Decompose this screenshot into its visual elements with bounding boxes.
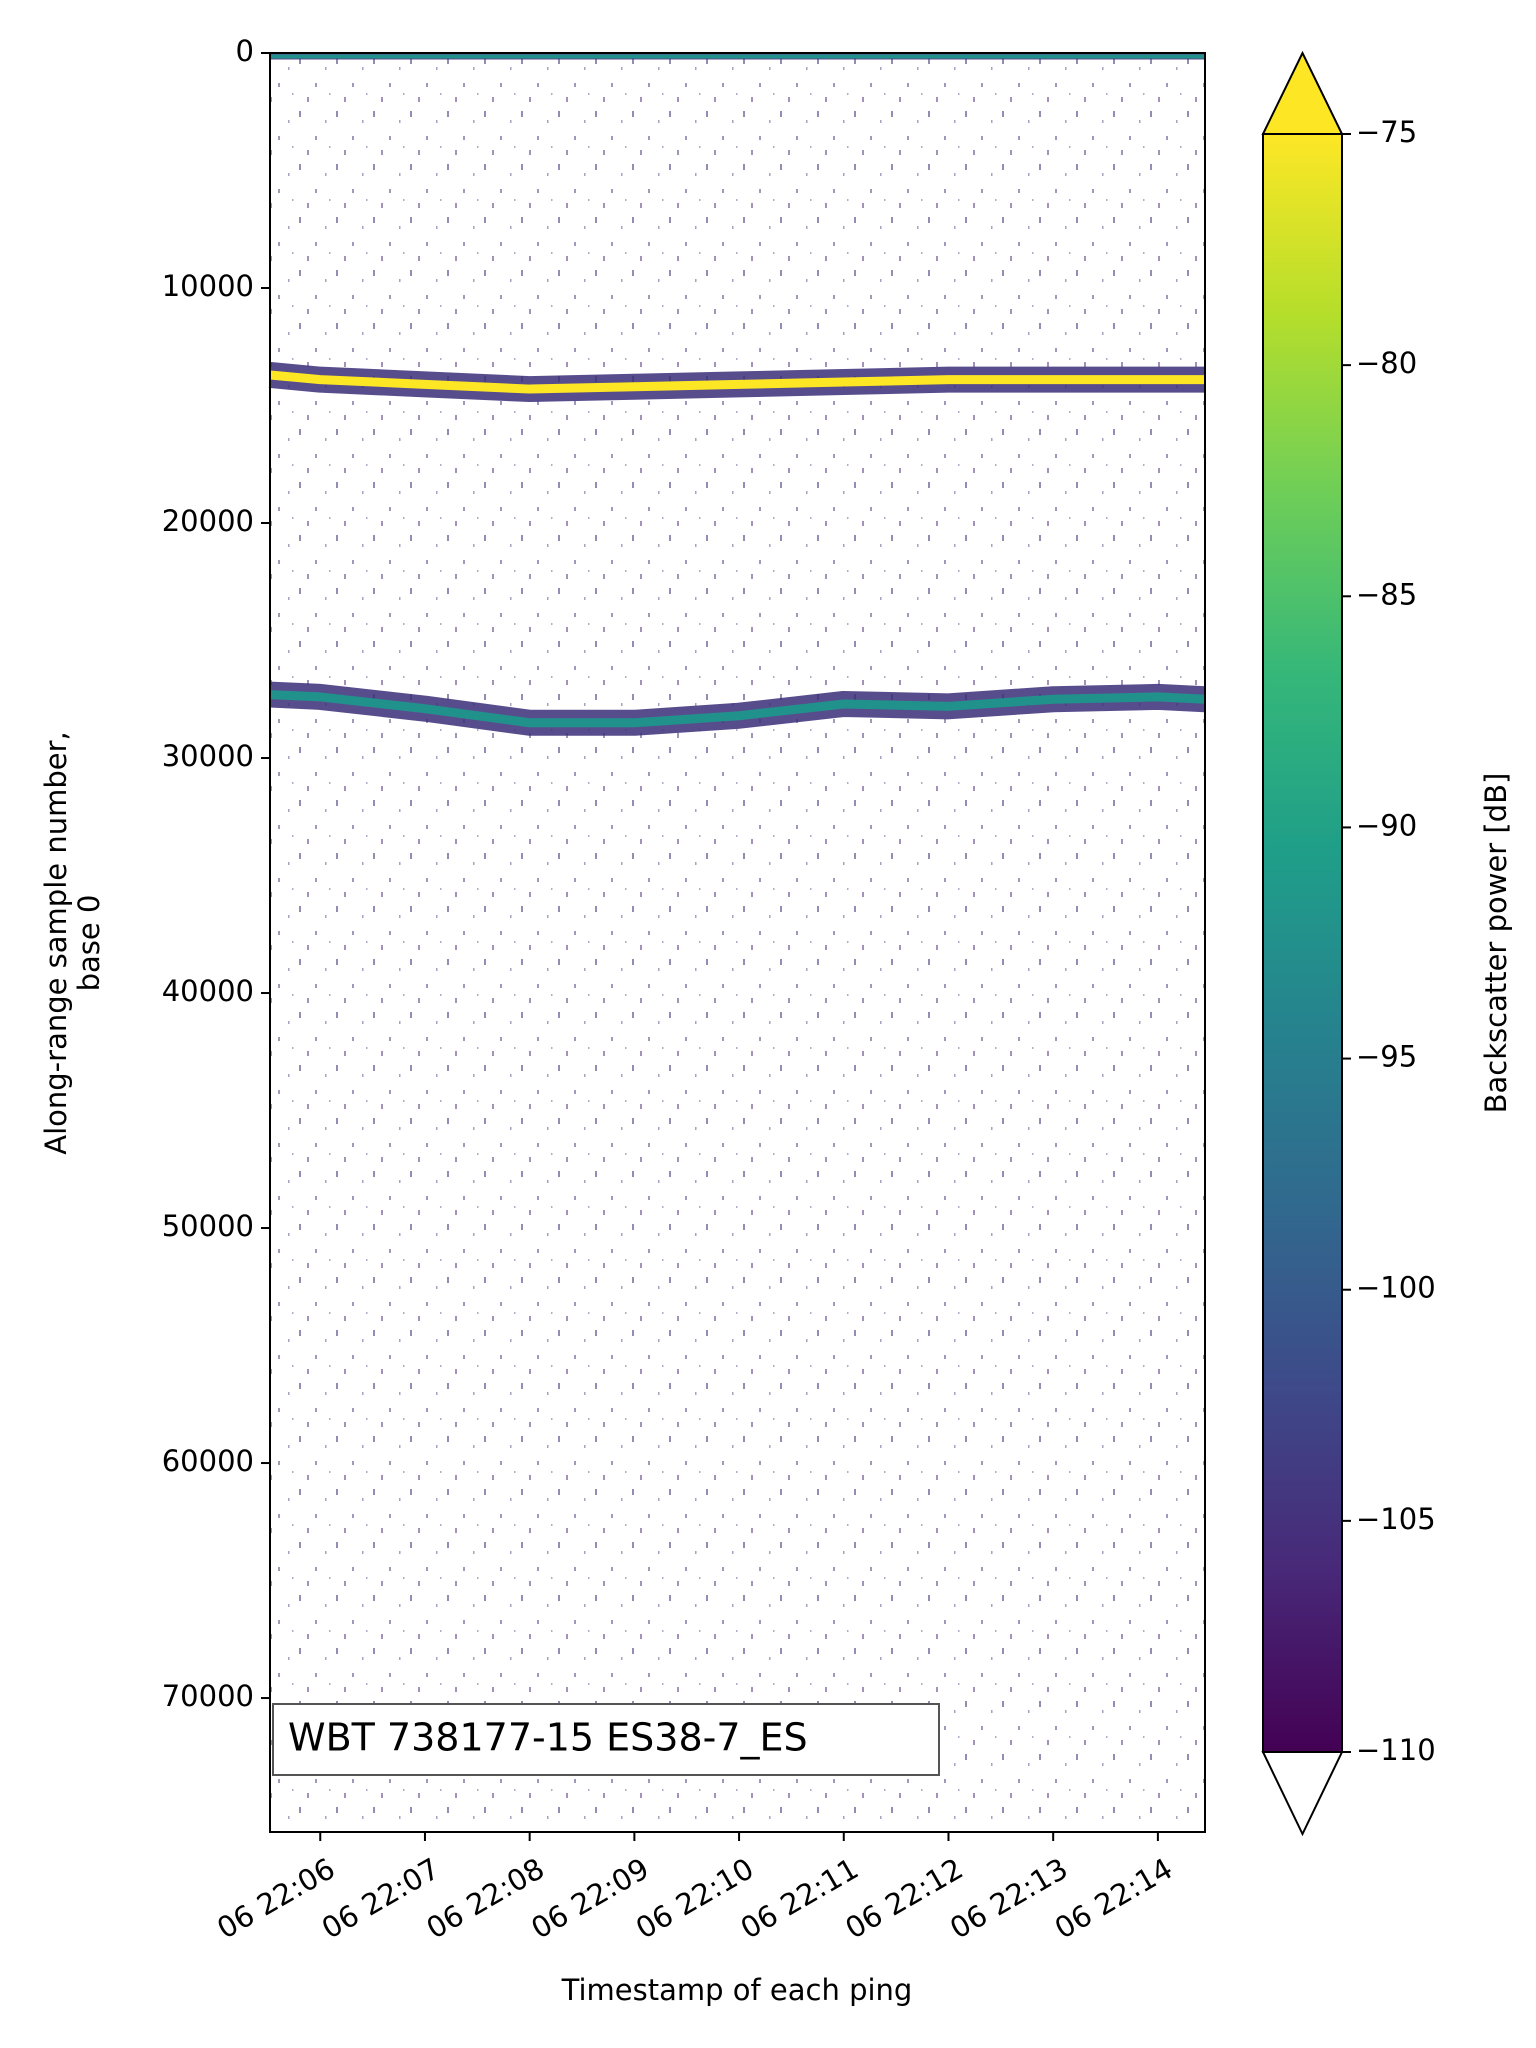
y-tick-label: 70000: [162, 1679, 254, 1713]
colorbar-tick-label: −80: [1356, 346, 1417, 380]
y-tick-label: 40000: [162, 974, 254, 1008]
x-tick-label: 06 22:09: [525, 1851, 654, 1945]
x-tick-label: 06 22:10: [630, 1851, 759, 1945]
colorbar-frame: [1262, 133, 1343, 1753]
x-tick-label: 06 22:11: [735, 1851, 864, 1945]
x-tick-label: 06 22:14: [1049, 1851, 1178, 1945]
y-tick-label: 10000: [162, 269, 254, 303]
y-tick-label: 50000: [162, 1209, 254, 1243]
colorbar-tick-label: −105: [1356, 1502, 1436, 1536]
x-tick-label: 06 22:06: [211, 1851, 340, 1945]
colorbar-tick-label: −100: [1356, 1271, 1436, 1305]
y-tick-label: 0: [236, 34, 254, 68]
y-tick-label: 30000: [162, 739, 254, 773]
colorbar-tick-label: −110: [1356, 1733, 1436, 1767]
plot-frame: [269, 52, 1206, 1833]
annotation-box: [272, 1703, 940, 1776]
colorbar-extend-max: [1261, 50, 1344, 135]
colorbar-tick-label: −90: [1356, 808, 1417, 842]
colorbar-tick-label: −85: [1356, 577, 1417, 611]
colorbar-tick-label: −95: [1356, 1040, 1417, 1074]
x-axis-label: Timestamp of each ping: [561, 1973, 913, 2007]
x-tick-label: 06 22:12: [839, 1851, 968, 1945]
y-axis-label: Along-range sample number,: [39, 731, 73, 1155]
y-tick-label: 60000: [162, 1444, 254, 1478]
colorbar: [1263, 134, 1342, 1752]
x-tick-label: 06 22:13: [944, 1851, 1073, 1945]
echo-trace: [269, 370, 1205, 394]
plot-texture: [270, 53, 1205, 1832]
echo-trace: [269, 690, 1206, 728]
colorbar-label: Backscatter power [dB]: [1479, 773, 1513, 1114]
x-tick-label: 06 22:08: [421, 1851, 550, 1945]
annotation: WBT 738177-15 ES38-7_ES: [288, 1716, 808, 1760]
colorbar-extend-min: [1261, 1751, 1344, 1837]
y-axis-label: base 0: [72, 895, 106, 992]
x-tick-label: 06 22:07: [316, 1851, 445, 1945]
colorbar-tick-label: −75: [1356, 115, 1417, 149]
y-tick-label: 20000: [162, 504, 254, 538]
